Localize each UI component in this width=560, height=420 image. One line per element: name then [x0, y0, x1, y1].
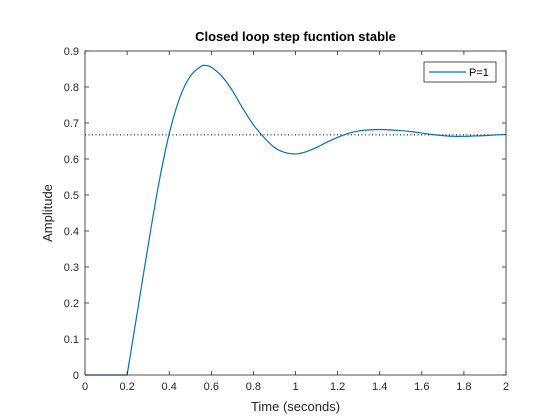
y-tick-label: 0.1: [64, 334, 79, 346]
x-tick-label: 0: [82, 381, 88, 393]
x-tick-label: 0.4: [162, 381, 177, 393]
y-tick-label: 0.7: [64, 118, 79, 130]
x-tick-label: 0.8: [246, 381, 261, 393]
series-line: [85, 64, 507, 376]
x-tick-label: 1.8: [456, 381, 471, 393]
x-tick-label: 2: [503, 381, 509, 393]
series-layer: [85, 64, 507, 376]
legend-label: P=1: [469, 67, 489, 79]
x-axis-label: Time (seconds): [251, 399, 340, 414]
y-tick-label: 0.3: [64, 262, 79, 274]
y-tick-label: 0.6: [64, 154, 79, 166]
y-tick-label: 0.2: [64, 298, 79, 310]
y-tick-label: 0.8: [64, 82, 79, 94]
x-tick-label: 1: [292, 381, 298, 393]
y-tick-label: 0: [73, 370, 79, 382]
y-axis-ticks: [85, 50, 506, 376]
plot-area: [85, 51, 506, 375]
x-tick-label: 0.6: [204, 381, 219, 393]
legend: P=1: [423, 61, 497, 83]
y-axis-tick-labels: 0 0.1 0.2 0.3 0.4 0.5 0.6 0.7 0.8 0.9: [64, 46, 79, 382]
x-axis-ticks: [84, 51, 507, 375]
chart-title: Closed loop step fucntion stable: [195, 29, 396, 44]
x-tick-label: 0.2: [119, 381, 134, 393]
y-tick-label: 0.9: [64, 46, 79, 58]
x-tick-label: 1.2: [330, 381, 345, 393]
y-tick-label: 0.4: [64, 226, 79, 238]
y-tick-label: 0.5: [64, 190, 79, 202]
x-axis-tick-labels: 0 0.2 0.4 0.6 0.8 1 1.2 1.4 1.6 1.8 2: [82, 381, 509, 393]
y-axis-label: Amplitude: [40, 184, 55, 242]
x-tick-label: 1.6: [414, 381, 429, 393]
x-tick-label: 1.4: [372, 381, 387, 393]
